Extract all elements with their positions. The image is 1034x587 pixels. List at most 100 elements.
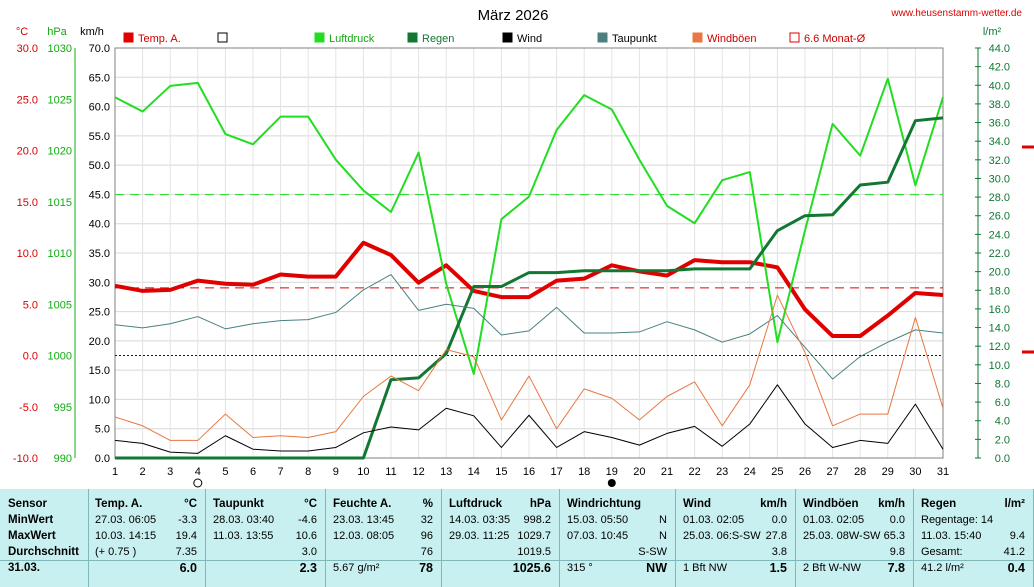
stats-section-title: Windböen <box>803 498 859 510</box>
x-tick-label: 30 <box>909 466 921 478</box>
stats-cell-label: 15.03. 05:50 <box>567 514 629 526</box>
x-tick-label: 17 <box>550 466 562 478</box>
legend-label: Regen <box>422 33 454 45</box>
series-line-windb-en <box>114 294 944 441</box>
site-url[interactable]: www.heusenstamm-wetter.de <box>890 8 1022 19</box>
pressure-tick-label: 1010 <box>48 248 72 260</box>
stats-cell-value: 1029.7 <box>517 530 551 542</box>
stats-cell-value: 0.0 <box>771 514 787 526</box>
x-tick-label: 11 <box>385 466 396 478</box>
x-tick-label: 14 <box>468 466 480 478</box>
stats-section-title: Windrichtung <box>567 498 641 510</box>
x-tick-label: 1 <box>112 466 118 478</box>
weather-chart: März 2026 www.heusenstamm-wetter.de °C h… <box>12 7 1034 488</box>
stats-section: Wind km/h 01.03. 02:05 0.0 25.03. 06:S-SW 27.… <box>676 489 796 587</box>
row-label: Sensor <box>8 498 47 510</box>
rain-tick-label: 22.0 <box>989 248 1010 260</box>
pressure-tick-label: 1005 <box>48 299 72 311</box>
stats-cell-label: Regentage: 14 <box>921 514 994 526</box>
plot-frame <box>114 47 944 459</box>
rain-tick-label: 42.0 <box>989 62 1010 74</box>
rain-tick-label: 10.0 <box>989 360 1010 372</box>
rain-tick-label: 16.0 <box>989 304 1010 316</box>
x-tick-label: 25 <box>771 466 783 478</box>
temp-tick-label: 25.0 <box>17 94 38 106</box>
stats-cell-value: -3.3 <box>178 514 197 526</box>
stats-cell-label: 5.67 g/m² <box>333 562 380 574</box>
stats-cell-value: 0.4 <box>1007 561 1025 575</box>
stats-cell-value: 78 <box>419 561 433 575</box>
x-tick-label: 12 <box>412 466 424 478</box>
rain-tick-label: 36.0 <box>989 118 1010 130</box>
stats-cell-label: 41.2 l/m² <box>921 562 964 574</box>
series-group <box>114 77 944 460</box>
rain-tick-label: 6.0 <box>995 397 1010 409</box>
speed-tick-label: 5.0 <box>95 424 110 436</box>
row-label: Durchschnitt <box>8 546 79 558</box>
pressure-tick-label: 1020 <box>48 146 72 158</box>
pressure-tick-label: 1015 <box>48 197 72 209</box>
temp-tick-label: 20.0 <box>17 146 38 158</box>
new-moon-icon <box>193 478 203 488</box>
stats-cell-value: 0.0 <box>889 514 905 526</box>
stats-cell-label: 28.03. 03:40 <box>213 514 275 526</box>
pressure-tick-label: 1025 <box>48 94 72 106</box>
stats-cell-value: 9.4 <box>1009 530 1025 542</box>
series-line-taupunkt <box>114 274 944 380</box>
stats-divider <box>0 560 1034 561</box>
rain-tick-label: 14.0 <box>989 323 1010 335</box>
stats-cell-value: N <box>659 530 667 542</box>
rain-tick-label: 24.0 <box>989 229 1010 241</box>
stats-panel: Sensor MinWert MaxWert Durchschnitt 31.03. Te… <box>0 489 1034 587</box>
stats-section-unit: l/m² <box>1004 498 1025 510</box>
stats-cell-label: 12.03. 08:05 <box>333 530 395 542</box>
speed-tick-label: 25.0 <box>89 307 110 319</box>
pressure-tick-label: 1030 <box>48 43 72 55</box>
stats-section: Windböen km/h 01.03. 02:05 0.0 25.03. 08W-SW… <box>796 489 914 587</box>
series-line-luftdruck <box>114 77 944 375</box>
speed-tick-label: 55.0 <box>89 131 110 143</box>
legend-label: Wind <box>517 33 542 45</box>
rain-tick-label: 38.0 <box>989 99 1010 111</box>
pressure-tick-label: 995 <box>54 402 72 414</box>
legend-label: Taupunkt <box>612 33 657 45</box>
stats-cell-value: 9.8 <box>889 546 905 558</box>
stats-cell-value: 10.6 <box>295 530 317 542</box>
legend-swatch <box>502 32 513 43</box>
x-tick-label: 2 <box>140 466 146 478</box>
stats-cell-value: 998.2 <box>523 514 551 526</box>
speed-tick-label: 65.0 <box>89 72 110 84</box>
stats-section-unit: °C <box>304 498 317 510</box>
temp-tick-label: -10.0 <box>13 453 38 465</box>
legend-swatch <box>217 32 228 43</box>
rain-tick-label: 8.0 <box>995 378 1010 390</box>
rain-unit-label: l/m² <box>983 26 1002 38</box>
stats-section-unit: km/h <box>878 498 905 510</box>
speed-unit-label: km/h <box>80 26 104 38</box>
stats-cell-value: N <box>659 514 667 526</box>
stats-cell-label: 01.03. 02:05 <box>803 514 865 526</box>
pressure-unit-label: hPa <box>47 26 67 38</box>
x-tick-label: 8 <box>305 466 311 478</box>
axes: 30.025.020.015.010.05.00.0-5.0-10.010301… <box>13 43 1010 478</box>
legend-label: Temp. A. <box>138 33 181 45</box>
stats-section-unit: °C <box>184 498 197 510</box>
x-tick-label: 6 <box>250 466 256 478</box>
x-tick-label: 19 <box>606 466 618 478</box>
x-tick-label: 24 <box>744 466 756 478</box>
x-tick-label: 31 <box>937 466 949 478</box>
legend: Temp. A. Luftdruck Regen Wind Taupunkt Windbö… <box>123 32 866 45</box>
series-line-wind <box>114 384 944 454</box>
x-tick-label: 29 <box>882 466 894 478</box>
stats-section-unit: km/h <box>760 498 787 510</box>
x-tick-label: 21 <box>661 466 673 478</box>
grid <box>114 47 944 459</box>
x-tick-label: 7 <box>278 466 284 478</box>
temp-tick-label: 30.0 <box>17 43 38 55</box>
row-label: 31.03. <box>8 562 40 574</box>
speed-tick-label: 60.0 <box>89 102 110 114</box>
rain-tick-label: 30.0 <box>989 173 1010 185</box>
stats-cell-value: 7.8 <box>887 561 905 575</box>
stats-section: Taupunkt °C 28.03. 03:40 -4.6 11.03. 13:55 10… <box>206 489 326 587</box>
speed-tick-label: 15.0 <box>89 365 110 377</box>
